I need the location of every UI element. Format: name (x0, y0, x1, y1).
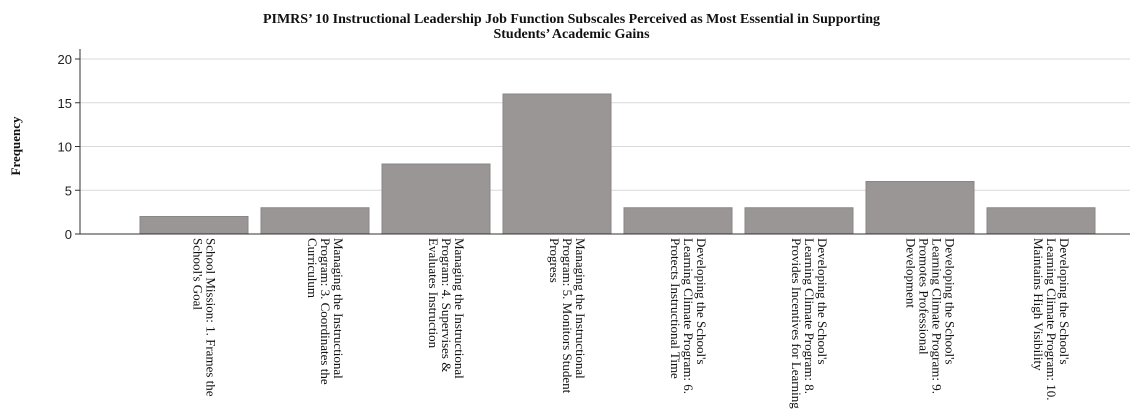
x-category-label-line: Managing the Instructional (452, 238, 467, 379)
chart-title-line-1: PIMRS’ 10 Instructional Leadership Job F… (262, 12, 881, 27)
x-category-label-line: Protects Instructional Time (668, 238, 683, 379)
bars (139, 93, 1096, 235)
chart-title: PIMRS’ 10 Instructional Leadership Job F… (0, 12, 1143, 42)
y-tick-label: 5 (65, 183, 72, 198)
x-category-label-line: School Mission: 1. Frames the (204, 238, 219, 397)
y-tick-label: 0 (65, 227, 72, 242)
chart-title-line-2: Students’ Academic Gains (493, 27, 650, 42)
y-tick-labels: 0 5 10 15 20 (58, 52, 72, 242)
y-axis-label: Frequency (8, 116, 23, 175)
x-category-label-line: Development (904, 238, 919, 308)
bar (623, 207, 733, 235)
x-category-label-line: Learning Climate Program: 8. (802, 238, 817, 394)
bar (502, 93, 612, 235)
x-category-label-line: Evaluates Instruction (426, 238, 441, 349)
bar (986, 207, 1096, 235)
x-category-label-line: Promotes Professional (917, 238, 932, 355)
x-category-label-line: Program: 3. Coordinates the (318, 238, 333, 385)
y-tick-label: 20 (58, 52, 72, 67)
x-category-label-line: Program: 4. Supervises & (439, 238, 454, 372)
x-category-label-line: Maintains High Visibility (1031, 238, 1046, 371)
x-category-label-line: Curriculum (305, 238, 320, 298)
x-category-label-line: Managing the Instructional (573, 238, 588, 379)
axes (75, 49, 1130, 235)
bar (381, 163, 491, 235)
x-category-label-line: Learning Climate Program: 9. (930, 238, 945, 394)
x-category-label-line: Developing the School's (694, 238, 709, 365)
y-tick-label: 10 (58, 140, 72, 155)
x-category-label-line: Developing the School's (1057, 238, 1072, 365)
x-category-label-line: Learning Climate Program: 6. (681, 238, 696, 394)
bar (139, 216, 249, 235)
x-category-label-line: School's Goal (191, 238, 206, 310)
x-category-label-line: Program: 5. Monitors Student (560, 238, 575, 394)
bar (260, 207, 370, 235)
bar (744, 207, 854, 235)
bar (865, 181, 975, 235)
x-category-label-line: Provides Incentives for Learning (789, 238, 804, 409)
x-category-label-line: Progress (547, 238, 562, 283)
x-category-label-line: Developing the School's (943, 238, 958, 365)
y-tick-label: 15 (58, 96, 72, 111)
x-category-label-line: Developing the School's (815, 238, 830, 365)
x-category-label-line: Managing the Instructional (331, 238, 346, 379)
x-category-label-line: Learning Climate Program: 10. (1044, 238, 1059, 400)
